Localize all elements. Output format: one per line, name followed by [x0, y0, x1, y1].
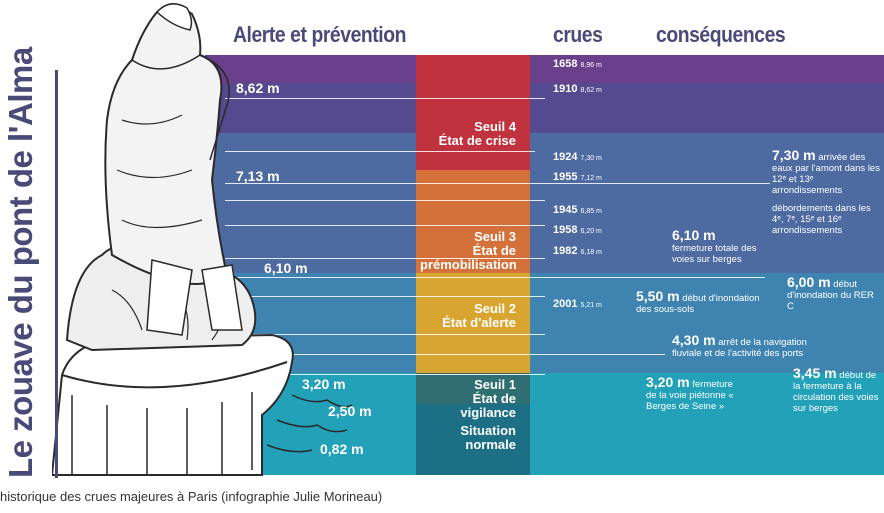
- band-lightblue: [205, 273, 884, 373]
- level-label: 0,82 m: [320, 441, 364, 457]
- level-line: [225, 334, 545, 335]
- seuil3-block: [416, 170, 530, 273]
- level-label: 3,20 m: [302, 376, 346, 392]
- seuil1-label: Seuil 1 État de vigilance: [460, 377, 516, 420]
- level-line: [225, 225, 545, 226]
- level-label: 6,10 m: [264, 260, 308, 276]
- consequence-610: 6,10 m fermeture totale des voies sur ber…: [672, 227, 762, 265]
- flood-year: 1958: [553, 224, 578, 236]
- level-label: 2,50 m: [328, 403, 372, 419]
- level-label: 8,62 m: [236, 80, 280, 96]
- seuil3-label: Seuil 3 État de prémobilisation: [420, 229, 517, 272]
- consequence-debordements: débordements dans les 4ᵉ, 7ᵉ, 15ᵉ et 16ᵉ…: [772, 203, 880, 236]
- flood-year: 1955: [553, 171, 578, 183]
- level-line: [225, 151, 535, 152]
- band-blue: [205, 133, 884, 273]
- seuil2-block: [416, 273, 530, 373]
- level-line: [225, 374, 545, 375]
- flood-year: 1982: [553, 245, 578, 257]
- level-line: [225, 200, 545, 201]
- consequence-level: 3,45 m: [793, 365, 837, 381]
- flood-1955: 1955 7,12 m: [553, 171, 602, 183]
- header-crues: crues: [553, 22, 603, 47]
- consequence-550: 5,50 m début d'inondation des sous-sols: [636, 288, 776, 315]
- consequence-320: 3,20 m fermeture de la voie piétonne « B…: [646, 374, 746, 412]
- seuil4-block: [416, 55, 530, 170]
- consequence-text: fermeture totale des voies sur berges: [672, 243, 757, 265]
- flood-height: 6,20 m: [580, 228, 602, 235]
- consequence-600: 6,00 m début d'inondation du RER C: [787, 274, 883, 312]
- flood-height: 8,96 m: [580, 62, 602, 69]
- flood-height: 6,18 m: [580, 249, 602, 256]
- zouave-statue-illustration: [52, 3, 353, 476]
- level-line: [225, 296, 545, 297]
- consequence-text: arrivée des eaux par l'amont dans les 12…: [772, 152, 880, 196]
- consequence-text: début d'inondation du RER C: [787, 279, 874, 312]
- consequence-level: 3,20 m: [646, 374, 690, 390]
- consequence-text: fermeture de la voie piétonne « Berges d…: [646, 379, 734, 412]
- consequence-level: 6,00 m: [787, 274, 831, 290]
- seuil4-label: Seuil 4 État de crise: [438, 119, 516, 148]
- level-label: 7,13 m: [236, 168, 280, 184]
- flood-1982: 1982 6,18 m: [553, 245, 602, 257]
- band-teal: [205, 373, 884, 475]
- normal-label: Situation normale: [460, 423, 516, 452]
- title-side-rule: [55, 70, 58, 478]
- flood-year: 2001: [553, 298, 578, 310]
- band-purple: [205, 55, 884, 83]
- flood-height: 5,21 m: [580, 302, 602, 309]
- consequence-text: débordements dans les 4ᵉ, 7ᵉ, 15ᵉ et 16ᵉ…: [772, 203, 871, 236]
- consequence-text: début d'inondation des sous-sols: [636, 293, 760, 315]
- consequence-345: 3,45 m début de la fermeture à la circul…: [793, 365, 883, 414]
- flood-1910: 1910 8,62 m: [553, 83, 602, 95]
- level-line: [225, 277, 765, 278]
- flood-height: 8,62 m: [580, 87, 602, 94]
- header-alerte: Alerte et prévention: [233, 22, 407, 47]
- consequence-730: 7,30 m arrivée des eaux par l'amont dans…: [772, 147, 880, 196]
- consequence-level: 4,30 m: [672, 332, 716, 348]
- level-line: [225, 354, 665, 355]
- vertical-title: Le zouave du pont de l'Alma: [2, 47, 39, 478]
- consequence-430: 4,30 m arrêt de la navigation fluviale e…: [672, 332, 812, 359]
- seuil2-label: Seuil 2 État d'alerte: [442, 301, 516, 330]
- level-line: [225, 258, 545, 259]
- level-line: [225, 183, 770, 184]
- flood-height: 7,30 m: [580, 155, 602, 162]
- flood-year: 1910: [553, 83, 578, 95]
- consequence-level: 7,30 m: [772, 147, 816, 163]
- consequence-text: début de la fermeture à la circulation d…: [793, 370, 879, 414]
- flood-height: 7,12 m: [580, 175, 602, 182]
- consequence-level: 6,10 m: [672, 227, 716, 243]
- consequence-text: arrêt de la navigation fluviale et de l'…: [672, 337, 807, 359]
- flood-year: 1924: [553, 151, 578, 163]
- flood-1945: 1945 6,85 m: [553, 204, 602, 216]
- band-violet: [205, 83, 884, 133]
- flood-1658: 1658 8,96 m: [553, 58, 602, 70]
- header-consequences: conséquences: [656, 22, 786, 47]
- caption: historique des crues majeures à Paris (i…: [0, 489, 383, 504]
- consequence-level: 5,50 m: [636, 288, 680, 304]
- flood-1958: 1958 6,20 m: [553, 224, 602, 236]
- seuil1-block: [416, 373, 530, 404]
- level-line: [225, 98, 545, 99]
- flood-1924: 1924 7,30 m: [553, 151, 602, 163]
- normal-block: [416, 404, 530, 475]
- flood-year: 1658: [553, 58, 578, 70]
- flood-height: 6,85 m: [580, 208, 602, 215]
- flood-2001: 2001 5,21 m: [553, 298, 602, 310]
- flood-year: 1945: [553, 204, 578, 216]
